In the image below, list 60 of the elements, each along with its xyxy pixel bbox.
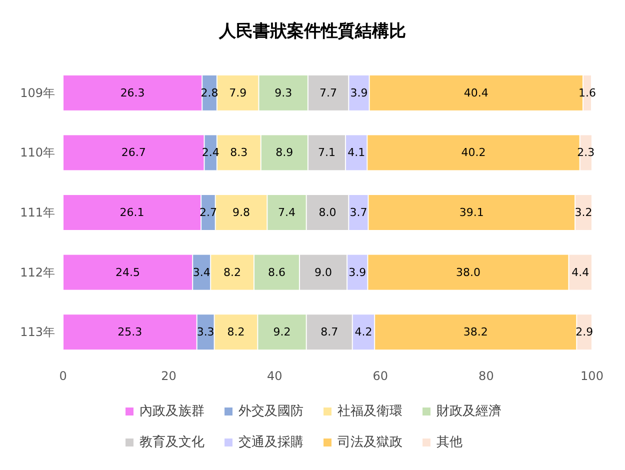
data-label: 3.7 — [350, 206, 368, 219]
data-label: 9.2 — [273, 326, 291, 339]
data-label: 8.2 — [224, 266, 242, 279]
data-label: 9.3 — [274, 86, 292, 100]
data-label: 8.7 — [320, 326, 338, 339]
data-label: 8.2 — [227, 326, 245, 339]
x-tick-label: 100 — [580, 369, 604, 383]
data-label: 3.9 — [350, 86, 368, 100]
data-label: 38.0 — [456, 266, 480, 279]
legend-label: 財政及經濟 — [436, 404, 502, 419]
data-label: 2.4 — [202, 146, 220, 160]
y-tick-label: 111年 — [20, 206, 55, 220]
legend-label: 外交及國防 — [238, 403, 304, 419]
legend-label: 其他 — [436, 435, 462, 450]
x-tick-label: 80 — [478, 369, 494, 383]
data-label: 8.0 — [318, 206, 336, 219]
data-label: 2.3 — [577, 146, 595, 160]
legend-label: 教育及文化 — [140, 434, 204, 450]
data-label: 3.3 — [196, 326, 214, 339]
data-label: 2.8 — [200, 86, 218, 100]
data-label: 26.3 — [120, 86, 145, 100]
legend-label: 交通及採購 — [238, 434, 304, 450]
data-label: 40.4 — [464, 86, 488, 100]
data-label: 1.6 — [578, 86, 596, 100]
data-label: 40.2 — [461, 146, 486, 160]
data-label: 7.4 — [278, 206, 296, 219]
data-label: 8.6 — [268, 266, 286, 279]
data-label: 4.4 — [572, 266, 590, 279]
x-tick-label: 20 — [161, 369, 176, 383]
data-label: 2.9 — [576, 326, 594, 339]
chart-title: 人民書狀案件性質結構比 — [218, 20, 406, 42]
data-label: 7.1 — [318, 146, 336, 160]
data-label: 25.3 — [118, 326, 142, 339]
data-label: 9.8 — [232, 206, 250, 219]
data-label: 7.7 — [320, 86, 338, 100]
data-label: 8.3 — [230, 146, 248, 160]
y-tick-label: 113年 — [20, 325, 55, 340]
y-tick-label: 112年 — [20, 265, 55, 280]
data-label: 39.1 — [459, 206, 484, 219]
data-label: 8.9 — [276, 146, 294, 160]
y-tick-label: 110年 — [20, 146, 55, 160]
y-tick-label: 109年 — [20, 86, 55, 100]
data-label: 4.1 — [348, 146, 366, 160]
data-label: 24.5 — [116, 266, 140, 279]
data-label: 3.2 — [574, 206, 592, 219]
data-label: 3.4 — [192, 266, 210, 279]
data-label: 38.2 — [463, 326, 488, 339]
x-tick-label: 0 — [59, 369, 67, 383]
data-label: 26.1 — [120, 206, 144, 219]
data-label: 2.7 — [199, 206, 217, 219]
data-label: 9.0 — [314, 266, 332, 279]
data-label: 3.9 — [348, 266, 366, 279]
legend-label: 司法及獄政 — [338, 435, 402, 450]
data-label: 4.2 — [354, 326, 372, 339]
x-tick-label: 40 — [266, 369, 282, 383]
data-label: 7.9 — [229, 86, 247, 100]
x-tick-label: 60 — [372, 369, 388, 383]
data-label: 26.7 — [121, 146, 146, 160]
legend-label: 內政及族群 — [140, 404, 204, 419]
legend-label: 社福及衛環 — [338, 404, 402, 419]
